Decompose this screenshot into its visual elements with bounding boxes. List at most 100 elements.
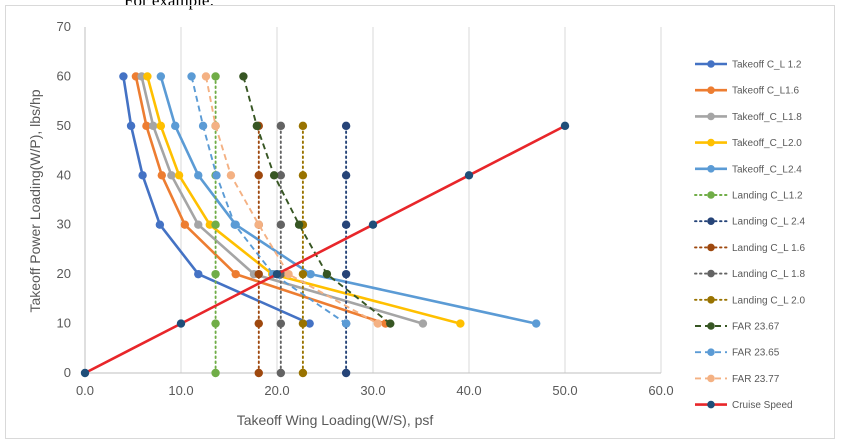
series-line bbox=[134, 76, 386, 325]
series-line bbox=[159, 76, 537, 325]
data-point bbox=[341, 368, 351, 378]
data-point bbox=[155, 220, 165, 229]
data-point bbox=[276, 319, 286, 328]
data-point bbox=[254, 171, 263, 180]
data-point bbox=[418, 319, 428, 328]
data-point bbox=[252, 121, 262, 131]
data-point bbox=[254, 269, 263, 279]
y-axis-title: Takeoff Power Loading(W/P), lbs/hp bbox=[27, 89, 43, 312]
legend-label: Landing C_L1.2 bbox=[732, 191, 803, 202]
series-8 bbox=[276, 121, 286, 378]
data-point bbox=[298, 319, 308, 328]
series-line bbox=[122, 76, 311, 325]
data-point bbox=[368, 220, 378, 229]
legend-marker bbox=[707, 348, 715, 357]
series-10 bbox=[239, 72, 395, 328]
legend-label: FAR 23.65 bbox=[732, 348, 780, 359]
legend-label: Takeoff_C_L2.4 bbox=[732, 164, 802, 175]
legend-label: Landing C_L 2.0 bbox=[732, 295, 805, 306]
data-point bbox=[272, 269, 282, 279]
data-point bbox=[148, 121, 158, 131]
legend-label: FAR 23.77 bbox=[732, 374, 780, 385]
data-point bbox=[211, 319, 220, 328]
data-point bbox=[131, 72, 141, 81]
data-point bbox=[180, 220, 190, 229]
data-point bbox=[532, 319, 541, 328]
series-11 bbox=[187, 72, 351, 328]
data-point bbox=[176, 319, 186, 328]
series-0 bbox=[119, 72, 314, 328]
y-tick-label: 0 bbox=[64, 365, 71, 380]
legend-marker bbox=[707, 217, 715, 225]
data-point bbox=[211, 368, 220, 378]
x-axis-title: Takeoff Wing Loading(W/S), psf bbox=[237, 412, 434, 428]
data-point bbox=[230, 220, 239, 229]
data-point bbox=[276, 171, 286, 180]
data-point bbox=[211, 220, 220, 229]
data-point bbox=[276, 121, 286, 131]
data-point bbox=[156, 121, 166, 131]
x-tick-label: 50.0 bbox=[552, 383, 577, 398]
data-point bbox=[269, 171, 279, 180]
legend-marker bbox=[707, 400, 715, 409]
legend-label: Takeoff_C_L1.8 bbox=[732, 112, 802, 123]
y-tick-label: 60 bbox=[57, 68, 71, 83]
data-point bbox=[306, 269, 315, 279]
data-point bbox=[305, 319, 314, 328]
series-6 bbox=[341, 121, 351, 378]
legend-marker bbox=[707, 60, 715, 68]
legend-label: Takeoff C_L1.6 bbox=[732, 86, 800, 97]
data-point bbox=[298, 171, 308, 180]
data-point bbox=[239, 72, 248, 81]
legend-marker bbox=[707, 138, 715, 147]
legend-marker bbox=[707, 86, 715, 94]
legend-marker bbox=[707, 191, 715, 199]
x-tick-label: 60.0 bbox=[648, 383, 673, 398]
legend-label: Cruise Speed bbox=[732, 400, 793, 411]
data-point bbox=[341, 121, 351, 131]
data-point bbox=[322, 269, 332, 279]
data-point bbox=[212, 171, 221, 180]
data-point bbox=[80, 368, 90, 378]
x-tick-label: 10.0 bbox=[168, 383, 193, 398]
series-line bbox=[140, 76, 424, 325]
data-point bbox=[464, 171, 474, 180]
x-tick-label: 0.0 bbox=[76, 383, 94, 398]
data-point bbox=[276, 220, 286, 229]
data-point bbox=[341, 171, 351, 180]
data-point bbox=[294, 220, 304, 229]
data-point bbox=[298, 368, 308, 378]
data-point bbox=[341, 269, 351, 279]
legend-marker bbox=[707, 112, 715, 121]
data-point bbox=[386, 319, 395, 328]
data-point bbox=[171, 121, 180, 131]
data-point bbox=[187, 72, 196, 81]
legend-marker bbox=[707, 322, 715, 330]
series-line bbox=[84, 124, 566, 375]
data-point bbox=[341, 220, 351, 229]
data-point bbox=[276, 368, 286, 378]
data-point bbox=[194, 220, 203, 229]
data-point bbox=[137, 72, 146, 81]
chart-frame bbox=[5, 5, 835, 439]
legend-marker bbox=[707, 269, 715, 278]
data-point bbox=[560, 121, 570, 131]
data-point bbox=[174, 171, 184, 180]
data-point bbox=[143, 72, 152, 81]
data-point bbox=[211, 121, 220, 131]
data-point bbox=[254, 368, 263, 378]
data-point bbox=[456, 319, 465, 328]
y-tick-label: 70 bbox=[57, 19, 71, 34]
data-point bbox=[211, 269, 220, 279]
x-tick-label: 40.0 bbox=[456, 383, 481, 398]
data-point bbox=[142, 121, 151, 131]
legend-marker bbox=[707, 243, 715, 252]
data-point bbox=[211, 72, 220, 81]
series-12 bbox=[201, 72, 382, 328]
legend-marker bbox=[707, 165, 715, 173]
data-point bbox=[373, 319, 382, 328]
data-point bbox=[298, 269, 308, 279]
legend-label: Takeoff C_L 1.2 bbox=[732, 60, 802, 71]
data-point bbox=[119, 72, 128, 81]
series-4 bbox=[156, 72, 541, 328]
